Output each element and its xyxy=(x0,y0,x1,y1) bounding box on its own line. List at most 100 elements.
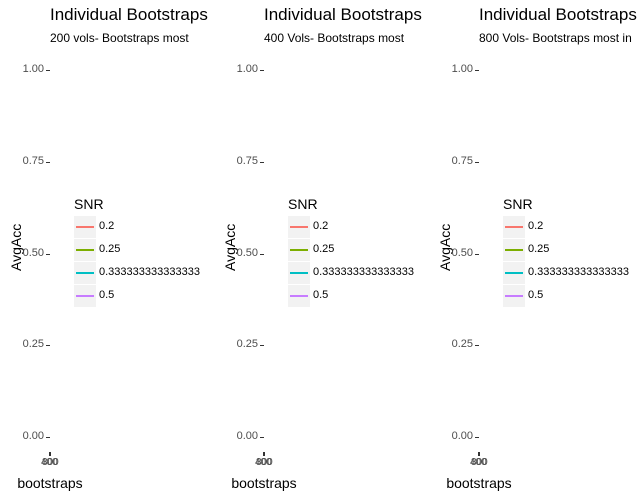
legend-label: 0.2 xyxy=(313,220,329,232)
legend-line-swatch xyxy=(290,249,308,251)
y-tick-mark xyxy=(260,70,264,71)
x-axis-ticks: 400 800 xyxy=(244,452,284,472)
x-tick-label: 400 xyxy=(255,457,272,468)
legend-key xyxy=(288,216,310,238)
legend-label: 0.333333333333333 xyxy=(313,266,414,278)
chart-title: Individual Bootstraps xyxy=(50,5,208,24)
x-axis-label: bootstraps xyxy=(17,475,83,491)
legend-item: 0.2 xyxy=(503,216,543,239)
legend-key xyxy=(74,285,96,307)
legend-key xyxy=(74,262,96,284)
legend-label: 0.2 xyxy=(528,220,544,232)
x-tick-mark xyxy=(478,452,479,456)
legend-item: 0.5 xyxy=(288,285,328,308)
y-tick-mark xyxy=(46,253,50,255)
y-tick-label: 0.75 xyxy=(236,154,258,167)
legend-item: 0.25 xyxy=(74,239,120,262)
y-tick-label: 0.75 xyxy=(22,154,44,167)
chart-panel-3: Individual Bootstraps 800 Vols- Bootstrap… xyxy=(429,0,643,498)
x-axis-ticks: 400 800 xyxy=(459,452,499,472)
y-tick-mark xyxy=(46,437,50,438)
legend-label: 0.333333333333333 xyxy=(99,266,200,278)
y-tick-mark xyxy=(46,345,50,347)
legend-key xyxy=(74,239,96,261)
y-tick-mark xyxy=(475,345,479,347)
legend-line-swatch xyxy=(505,249,523,251)
legend-key xyxy=(288,262,310,284)
legend-key xyxy=(503,285,525,307)
legend-key xyxy=(288,285,310,307)
legend-line-swatch xyxy=(290,226,308,228)
chart-title: Individual Bootstraps xyxy=(479,5,637,24)
y-tick-label: 1.00 xyxy=(236,63,258,75)
legend-item: 0.333333333333333 xyxy=(288,262,414,285)
y-tick-mark xyxy=(46,161,50,163)
chart-subtitle: 200 vols- Bootstraps most xyxy=(50,31,189,45)
y-tick-mark xyxy=(475,253,479,255)
legend-line-swatch xyxy=(290,272,308,274)
legend: SNR 0.2 0.25 0.333333333333333 0.5 xyxy=(503,196,629,308)
legend: SNR 0.2 0.25 0.333333333333333 0.5 xyxy=(74,196,200,308)
legend-label: 0.5 xyxy=(528,289,544,301)
x-tick-mark xyxy=(263,452,264,456)
legend-label: 0.333333333333333 xyxy=(528,266,629,278)
x-tick-mark xyxy=(479,452,480,456)
y-tick-mark xyxy=(260,345,264,347)
y-tick-label: 0.00 xyxy=(236,430,258,442)
legend-line-swatch xyxy=(76,295,94,297)
legend-item: 0.25 xyxy=(288,239,334,262)
legend-item: 0.2 xyxy=(288,216,328,239)
x-tick-label: 400 xyxy=(41,457,58,468)
legend-label: 0.25 xyxy=(528,243,550,255)
y-axis-ticks: 0.00 0.25 0.50 0.75 1.00 xyxy=(214,0,258,498)
y-tick-label: 0.50 xyxy=(22,246,44,259)
legend-key xyxy=(288,239,310,261)
legend-title: SNR xyxy=(74,196,104,212)
legend-label: 0.2 xyxy=(99,220,115,232)
legend-key xyxy=(74,216,96,238)
legend-label: 0.5 xyxy=(99,289,115,301)
y-tick-label: 1.00 xyxy=(22,63,44,75)
y-tick-label: 0.25 xyxy=(22,338,44,351)
y-tick-label: 0.75 xyxy=(451,154,473,167)
y-tick-label: 0.00 xyxy=(22,430,44,442)
legend-title: SNR xyxy=(503,196,533,212)
y-tick-mark xyxy=(260,437,264,438)
y-tick-label: 0.00 xyxy=(451,430,473,442)
x-tick-mark xyxy=(50,452,51,456)
y-tick-label: 0.50 xyxy=(236,246,258,259)
x-axis-ticks: 400 800 xyxy=(30,452,70,472)
legend: SNR 0.2 0.25 0.333333333333333 0.5 xyxy=(288,196,414,308)
legend-line-swatch xyxy=(505,272,523,274)
legend-label: 0.5 xyxy=(313,289,329,301)
y-tick-label: 0.50 xyxy=(451,246,473,259)
legend-item: 0.25 xyxy=(503,239,549,262)
legend-label: 0.25 xyxy=(313,243,335,255)
y-tick-mark xyxy=(475,70,479,71)
legend-line-swatch xyxy=(505,295,523,297)
legend-item: 0.5 xyxy=(503,285,543,308)
x-tick-label: 800 xyxy=(42,457,59,468)
legend-item: 0.2 xyxy=(74,216,114,239)
y-tick-label: 0.25 xyxy=(451,338,473,351)
x-tick-mark xyxy=(49,452,50,456)
legend-label: 0.25 xyxy=(99,243,121,255)
legend-item: 0.333333333333333 xyxy=(503,262,629,285)
legend-line-swatch xyxy=(290,295,308,297)
x-tick-label: 800 xyxy=(471,457,488,468)
legend-line-swatch xyxy=(76,226,94,228)
legend-key xyxy=(503,216,525,238)
y-axis-ticks: 0.00 0.25 0.50 0.75 1.00 xyxy=(429,0,473,498)
x-tick-mark xyxy=(264,452,265,456)
chart-panel-1: Individual Bootstraps 200 vols- Bootstrap… xyxy=(0,0,214,498)
chart-subtitle: 400 Vols- Bootstraps most xyxy=(264,31,405,45)
chart-title: Individual Bootstraps xyxy=(264,5,422,24)
legend-key xyxy=(503,262,525,284)
legend-line-swatch xyxy=(76,272,94,274)
x-tick-label: 800 xyxy=(256,457,273,468)
y-tick-mark xyxy=(260,161,264,163)
x-axis-label: bootstraps xyxy=(446,475,512,491)
y-tick-mark xyxy=(475,161,479,163)
legend-item: 0.5 xyxy=(74,285,114,308)
